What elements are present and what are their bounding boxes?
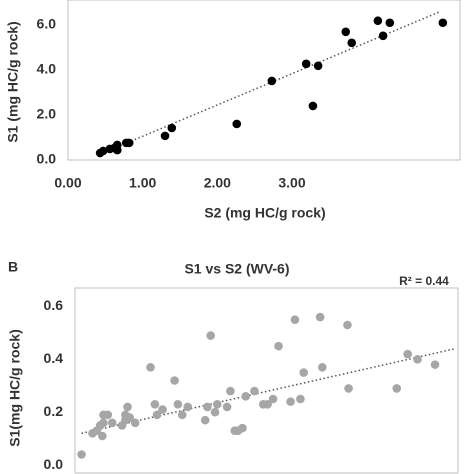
data-point: [107, 418, 117, 428]
data-point: [290, 315, 300, 325]
data-point: [385, 18, 395, 28]
data-point: [267, 76, 277, 86]
data-point: [210, 407, 220, 417]
data-point: [403, 349, 412, 359]
data-point: [296, 394, 305, 404]
data-point: [318, 362, 327, 372]
data-point: [98, 431, 107, 441]
data-point: [125, 413, 135, 422]
data-point: [123, 402, 132, 412]
data-point: [286, 397, 295, 406]
x-tick-label: 1.00: [129, 175, 156, 191]
y-tick-label: 2.0: [37, 106, 57, 122]
data-point: [222, 402, 232, 412]
y-tick-label: 0.0: [44, 456, 64, 472]
x-tick-label: 2.00: [204, 175, 231, 191]
data-point: [167, 123, 177, 133]
data-point: [373, 16, 383, 26]
data-point: [301, 59, 311, 69]
y-tick-label: 4.0: [37, 61, 57, 77]
x-tick-label: 3.00: [278, 175, 305, 191]
data-point: [315, 312, 325, 322]
data-point: [160, 131, 170, 141]
y-tick-label: 0.4: [44, 350, 64, 366]
data-point: [146, 362, 155, 372]
data-point: [98, 146, 108, 156]
y-axis-title: S1 (mg HC/g rock): [5, 21, 21, 142]
data-point: [130, 418, 140, 428]
data-point: [343, 320, 352, 330]
data-point: [430, 360, 440, 369]
data-point: [99, 418, 108, 428]
y-axis-title: S1(mg HC/g rock): [7, 329, 23, 446]
data-point: [274, 341, 283, 351]
data-point: [112, 145, 122, 155]
panel-label: B: [8, 259, 18, 275]
data-point: [212, 399, 222, 409]
data-point: [347, 38, 357, 48]
data-point: [344, 384, 353, 393]
y-tick-label: 0.6: [44, 297, 64, 313]
plot-area: [74, 287, 459, 474]
data-point: [299, 368, 309, 377]
data-point: [226, 386, 235, 396]
data-point: [241, 392, 251, 401]
data-point: [183, 402, 193, 412]
y-tick-label: 0.0: [37, 151, 57, 167]
data-point: [150, 399, 160, 409]
y-tick-label: 0.2: [44, 403, 64, 419]
data-point: [341, 27, 351, 37]
data-point: [308, 101, 318, 111]
data-point: [232, 119, 242, 129]
data-point: [413, 355, 422, 364]
data-point: [203, 402, 212, 412]
data-point: [152, 410, 162, 420]
data-point: [177, 410, 187, 420]
y-tick-label: 6.0: [37, 15, 57, 31]
data-point: [200, 415, 210, 425]
data-point: [124, 138, 134, 148]
data-point: [173, 399, 183, 409]
data-point: [238, 423, 247, 433]
chart-title: S1 vs S2 (WV-6): [184, 261, 289, 277]
x-tick-label: 0.00: [54, 175, 81, 191]
data-point: [378, 31, 388, 41]
data-point: [313, 61, 323, 71]
data-point: [103, 410, 113, 420]
data-point: [170, 376, 179, 385]
data-point: [263, 399, 272, 409]
data-point: [268, 394, 278, 404]
data-point: [392, 384, 402, 393]
data-point: [158, 405, 167, 414]
plot-area: [67, 0, 461, 161]
data-point: [250, 386, 259, 396]
data-point: [77, 450, 86, 459]
data-point: [206, 331, 215, 340]
annotation: R² = 0.44: [399, 274, 449, 288]
x-axis-title: S2 (mg HC/g rock): [204, 205, 325, 221]
data-point: [438, 18, 448, 28]
